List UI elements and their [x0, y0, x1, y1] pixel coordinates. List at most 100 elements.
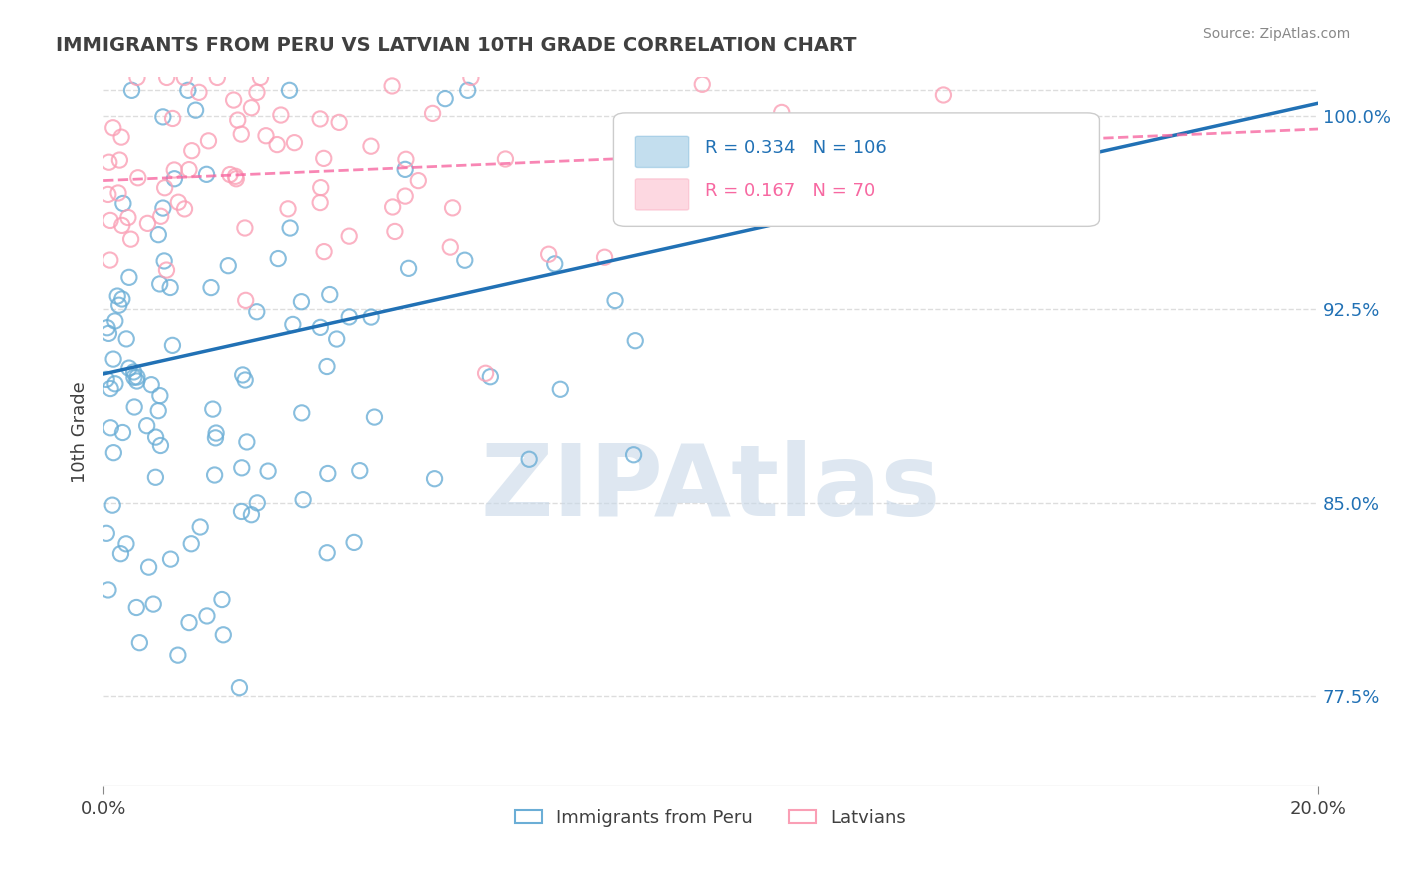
Point	[517, 452, 540, 467]
Point	[246, 304, 269, 318]
Point	[104, 376, 127, 391]
Point	[98, 382, 121, 396]
Point	[225, 171, 247, 186]
Point	[142, 597, 165, 611]
Point	[173, 202, 195, 216]
Point	[173, 70, 195, 85]
Point	[177, 615, 200, 630]
Point	[249, 70, 271, 85]
Point	[180, 537, 202, 551]
Point	[207, 70, 229, 85]
Point	[222, 93, 245, 107]
Point	[149, 438, 172, 452]
Point	[96, 526, 118, 541]
Point	[104, 314, 127, 328]
Legend: Immigrants from Peru, Latvians: Immigrants from Peru, Latvians	[508, 802, 914, 834]
Point	[97, 155, 120, 169]
Point	[423, 472, 446, 486]
Point	[593, 250, 616, 264]
Point	[316, 546, 339, 560]
Point	[148, 403, 170, 417]
Point	[136, 216, 159, 230]
Point	[408, 173, 430, 187]
FancyBboxPatch shape	[613, 113, 1099, 227]
Point	[188, 86, 211, 100]
Point	[145, 430, 167, 444]
Point	[312, 152, 335, 166]
Point	[101, 498, 124, 512]
Point	[325, 332, 347, 346]
Text: IMMIGRANTS FROM PERU VS LATVIAN 10TH GRADE CORRELATION CHART: IMMIGRANTS FROM PERU VS LATVIAN 10TH GRA…	[56, 36, 856, 54]
Point	[125, 374, 148, 388]
Point	[163, 163, 186, 178]
Point	[751, 197, 773, 211]
Point	[110, 547, 132, 561]
Point	[337, 229, 360, 244]
Point	[246, 86, 269, 100]
Point	[623, 448, 645, 462]
Point	[195, 609, 218, 624]
Point	[343, 535, 366, 549]
Point	[103, 445, 125, 459]
Point	[231, 460, 253, 475]
Text: Source: ZipAtlas.com: Source: ZipAtlas.com	[1202, 27, 1350, 41]
Point	[240, 101, 263, 115]
Point	[246, 496, 269, 510]
Point	[135, 418, 157, 433]
Point	[328, 115, 350, 129]
Point	[460, 70, 482, 85]
Point	[624, 334, 647, 348]
Point	[232, 368, 254, 382]
Point	[125, 70, 148, 85]
Point	[394, 189, 416, 203]
Point	[138, 560, 160, 574]
Point	[278, 221, 301, 235]
Point	[111, 425, 134, 440]
Point	[155, 263, 177, 277]
Point	[98, 213, 121, 227]
Point	[162, 338, 184, 352]
Point	[149, 389, 172, 403]
Point	[316, 359, 339, 374]
Point	[267, 252, 290, 266]
Point	[111, 292, 134, 306]
Point	[398, 261, 420, 276]
Point	[283, 136, 305, 150]
Point	[107, 186, 129, 200]
Point	[235, 293, 257, 308]
Point	[422, 106, 444, 120]
Point	[145, 470, 167, 484]
Point	[201, 402, 224, 417]
Point	[309, 320, 332, 334]
Point	[105, 289, 128, 303]
Point	[127, 170, 149, 185]
Point	[115, 537, 138, 551]
Point	[125, 370, 148, 384]
Point	[231, 127, 253, 141]
Point	[603, 293, 626, 308]
Point	[439, 240, 461, 254]
Point	[118, 361, 141, 376]
Point	[363, 410, 385, 425]
Point	[159, 552, 181, 566]
Point	[141, 377, 163, 392]
Point	[152, 110, 174, 124]
Point	[96, 372, 118, 386]
Point	[228, 681, 250, 695]
Point	[97, 582, 120, 597]
Point	[226, 113, 249, 128]
Point	[122, 365, 145, 379]
Point	[434, 92, 457, 106]
Point	[120, 232, 142, 246]
Point	[254, 128, 277, 143]
Point	[696, 178, 718, 193]
Point	[474, 366, 496, 380]
Point	[319, 287, 342, 301]
Point	[309, 180, 332, 194]
Point	[932, 87, 955, 102]
Point	[197, 134, 219, 148]
Point	[291, 406, 314, 420]
Point	[381, 78, 404, 93]
Point	[122, 370, 145, 384]
Point	[312, 244, 335, 259]
